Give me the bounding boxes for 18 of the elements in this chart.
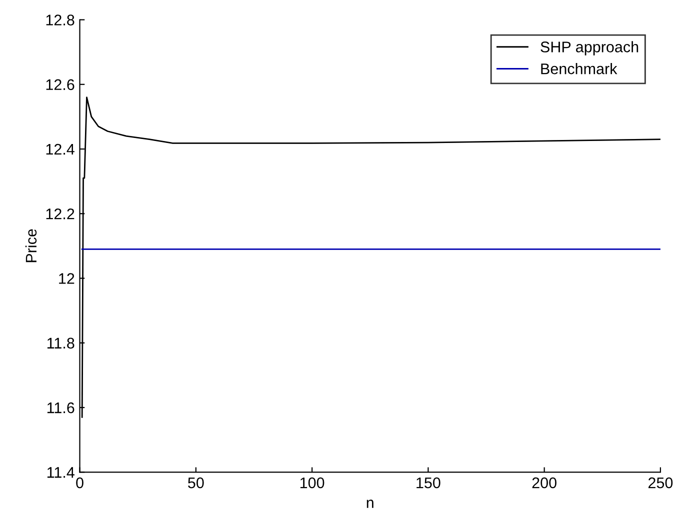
y-tick-label: 11.8 [47, 338, 74, 349]
y-tick-label: 12 [59, 273, 74, 284]
x-tick-label: 250 [648, 477, 673, 488]
x-tick-label: 200 [532, 477, 556, 488]
x-axis-title: n [366, 500, 374, 508]
x-tick-label: 50 [188, 477, 204, 488]
y-tick-label: 11.6 [47, 402, 74, 414]
x-tick-label: 150 [416, 477, 440, 488]
legend-label: SHP approach [540, 41, 638, 56]
y-axis-title: Price [25, 229, 37, 262]
legend-label: Benchmark [541, 63, 618, 74]
x-tick-label: 100 [300, 477, 324, 488]
y-tick-label: 12.4 [46, 144, 74, 155]
y-tick-label: 11.4 [47, 467, 74, 478]
y-tick-label: 12.2 [46, 208, 74, 220]
x-tick-label: 0 [76, 477, 84, 488]
y-tick-label: 12.6 [46, 79, 74, 90]
y-tick-label: 12.8 [46, 14, 74, 26]
